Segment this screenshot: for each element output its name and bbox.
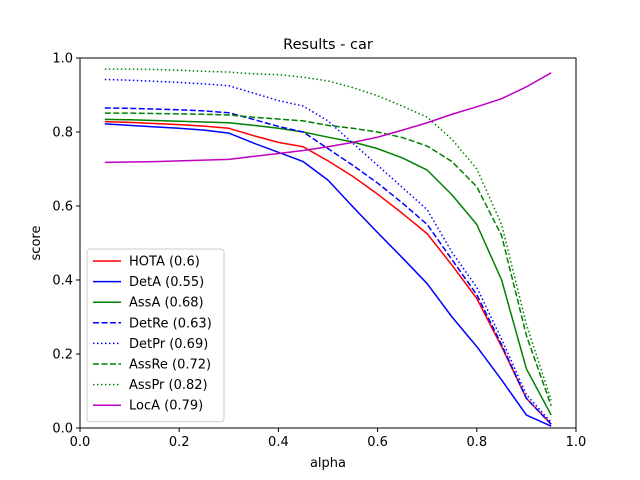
y-tick-label-5: 1.0	[52, 52, 73, 67]
x-tick-label-4: 0.8	[466, 435, 487, 450]
legend-label-1: DetA (0.55)	[129, 275, 204, 290]
ticks-layer: 0.0 0.2 0.4 0.6 0.8 1.0 0.0 0.2 0.4 0.6 0.8 1.0	[52, 52, 586, 451]
series-line-5	[104, 112, 552, 407]
chart-title: Results - car	[283, 37, 373, 53]
legend-label-4: DetPr (0.69)	[129, 337, 208, 352]
y-axis-title: score	[29, 226, 44, 261]
series-line-3	[104, 107, 552, 425]
y-tick-label-4: 0.8	[52, 126, 73, 141]
series-line-2	[104, 118, 552, 416]
legend: HOTA (0.6) DetA (0.55) AssA (0.68) DetRe (0…	[86, 248, 225, 423]
legend-label-6: AssPr (0.82)	[129, 378, 208, 393]
x-axis-title: alpha	[310, 456, 346, 471]
legend-label-0: HOTA (0.6)	[129, 255, 200, 270]
y-tick-label-1: 0.2	[52, 348, 73, 363]
legend-label-5: AssRe (0.72)	[129, 358, 211, 373]
legend-label-7: LocA (0.79)	[129, 399, 203, 414]
plot-frame	[79, 57, 577, 429]
x-tick-label-3: 0.6	[367, 435, 388, 450]
x-tick-label-5: 1.0	[566, 435, 587, 450]
series-line-7	[104, 72, 552, 164]
y-tick-label-2: 0.4	[52, 274, 73, 289]
legend-frame	[86, 248, 225, 423]
x-tick-label-1: 0.2	[169, 435, 190, 450]
x-tick-label-2: 0.4	[268, 435, 289, 450]
series-line-6	[104, 68, 552, 401]
y-tick-label-3: 0.6	[52, 200, 73, 215]
legend-label-3: DetRe (0.63)	[129, 316, 212, 331]
y-tick-label-0: 0.0	[52, 422, 73, 437]
series-line-1	[104, 123, 552, 427]
series-layer	[104, 68, 552, 427]
x-tick-label-0: 0.0	[70, 435, 91, 450]
series-line-0	[104, 120, 552, 425]
legend-label-2: AssA (0.68)	[129, 296, 204, 311]
